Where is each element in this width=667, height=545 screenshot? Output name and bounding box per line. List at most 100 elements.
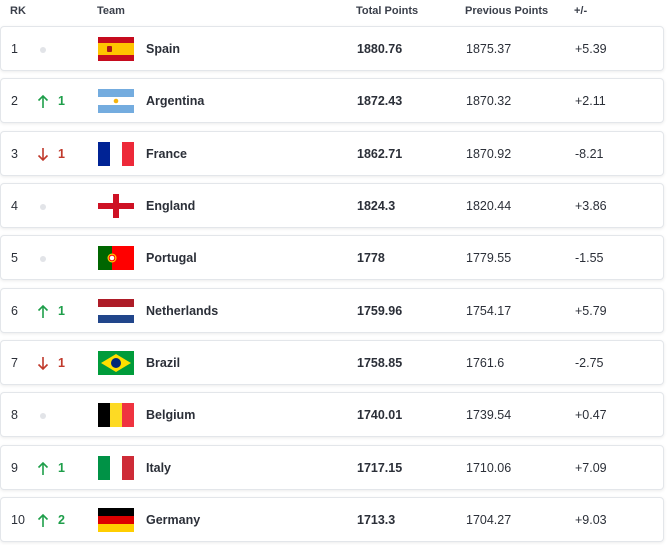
total-points: 1824.3 — [357, 199, 396, 214]
ranking-row: 2 1 Argentina 1872.43 1870.32 +2.11 — [0, 78, 664, 124]
trend-arrow — [40, 204, 46, 211]
team-name: Italy — [146, 460, 172, 475]
trend-icon — [37, 303, 49, 326]
flag-image — [98, 141, 135, 166]
points-change: +5.39 — [575, 42, 607, 56]
total-points: 1862.71 — [357, 146, 403, 161]
trend-icon — [37, 250, 49, 273]
flag-image — [98, 455, 135, 480]
previous-points: 1870.92 — [466, 146, 512, 161]
total-points: 1717.15 — [357, 460, 403, 475]
trend-icon — [37, 198, 49, 221]
team-name: Argentina — [146, 94, 205, 109]
points-change: -2.75 — [575, 356, 604, 371]
flag-image — [98, 403, 135, 428]
trend-icon — [37, 355, 49, 378]
points-change: -1.55 — [575, 251, 604, 266]
points-change: -8.21 — [575, 146, 604, 161]
total-points: 1740.01 — [357, 408, 403, 423]
previous-points: 1820.44 — [466, 199, 512, 214]
places-moved: 1 — [58, 356, 65, 371]
trend-arrow — [37, 147, 49, 161]
trend-icon — [37, 93, 49, 116]
total-points: 1758.85 — [357, 356, 403, 371]
trend-icon — [37, 460, 49, 483]
places-moved: 1 — [58, 146, 65, 161]
rank: 3 — [11, 146, 18, 161]
team-name: Germany — [146, 513, 201, 528]
team-name: Portugal — [146, 251, 197, 266]
header-total: Total Points — [356, 5, 419, 17]
flag — [98, 403, 135, 432]
points-change: +7.09 — [575, 460, 607, 475]
flag — [98, 37, 134, 66]
flag-image — [98, 246, 134, 271]
ranking-row: 10 2 Germany 1713.3 1704.27 +9.03 — [0, 497, 664, 543]
total-points: 1880.76 — [357, 42, 403, 56]
flag — [98, 298, 134, 328]
places-moved: 1 — [58, 94, 65, 109]
ranking-row: 7 1 Brazil 1758.85 1761.6 -2.75 — [0, 340, 664, 386]
flag — [98, 194, 134, 223]
rank: 7 — [11, 356, 18, 371]
trend-arrow — [37, 514, 49, 528]
rank: 4 — [11, 199, 18, 214]
flag-image — [98, 508, 134, 533]
previous-points: 1704.27 — [466, 513, 512, 528]
total-points: 1759.96 — [357, 303, 403, 318]
ranking-row: 9 1 Italy 1717.15 1710.06 +7.09 — [0, 444, 664, 490]
total-points: 1778 — [357, 251, 385, 266]
header-team: Team — [97, 5, 125, 17]
previous-points: 1761.6 — [466, 356, 505, 371]
trend-arrow — [37, 461, 49, 475]
points-change: +3.86 — [575, 199, 607, 214]
previous-points: 1754.17 — [466, 303, 512, 318]
previous-points: 1710.06 — [466, 460, 512, 475]
previous-points: 1779.55 — [466, 251, 512, 266]
team-name: Belgium — [146, 408, 196, 423]
flag — [98, 89, 134, 118]
rank: 1 — [11, 42, 18, 56]
places-moved: 2 — [58, 513, 65, 528]
flag — [98, 141, 135, 171]
previous-points: 1875.37 — [466, 42, 512, 56]
places-moved: 1 — [58, 303, 65, 318]
rank: 8 — [11, 408, 18, 423]
ranking-row: 6 1 Netherlands 1759.96 1754.17 +5.79 — [0, 287, 664, 333]
flag — [98, 508, 134, 537]
team-name: Spain — [146, 42, 181, 56]
team-name: England — [146, 199, 196, 214]
trend-arrow — [37, 95, 49, 109]
rank: 9 — [11, 460, 18, 475]
trend-arrow — [40, 47, 46, 53]
header-previous: Previous Points — [465, 5, 549, 17]
trend-icon — [37, 41, 49, 64]
total-points: 1872.43 — [357, 94, 403, 109]
trend-arrow — [40, 413, 46, 420]
flag — [98, 455, 135, 485]
places-moved: 1 — [58, 460, 65, 475]
flag-image — [98, 89, 134, 114]
flag-image — [98, 37, 134, 61]
previous-points: 1870.32 — [466, 94, 512, 109]
points-change: +5.79 — [575, 303, 607, 318]
ranking-row: 8 Belgium 1740.01 1739.54 +0.47 — [0, 392, 664, 438]
ranking-row: 5 Portugal 1778 1779.55 -1.55 — [0, 235, 664, 281]
trend-arrow — [40, 256, 46, 263]
team-name: France — [146, 146, 187, 161]
rank: 2 — [11, 94, 18, 109]
team-name: Netherlands — [146, 303, 219, 318]
flag — [98, 246, 134, 275]
points-change: +9.03 — [575, 513, 607, 528]
trend-arrow — [37, 304, 49, 318]
ranking-row: 4 England 1824.3 1820.44 +3.86 — [0, 183, 664, 229]
flag-image — [98, 351, 134, 376]
header-change: +/- — [574, 5, 588, 17]
rank: 10 — [11, 513, 25, 528]
flag — [98, 351, 134, 380]
rank: 6 — [11, 303, 18, 318]
ranking-row: 1 Spain 1880.76 1875.37 +5.39 — [0, 26, 664, 71]
team-name: Brazil — [146, 356, 181, 371]
trend-icon — [37, 146, 49, 169]
trend-icon — [37, 512, 49, 535]
